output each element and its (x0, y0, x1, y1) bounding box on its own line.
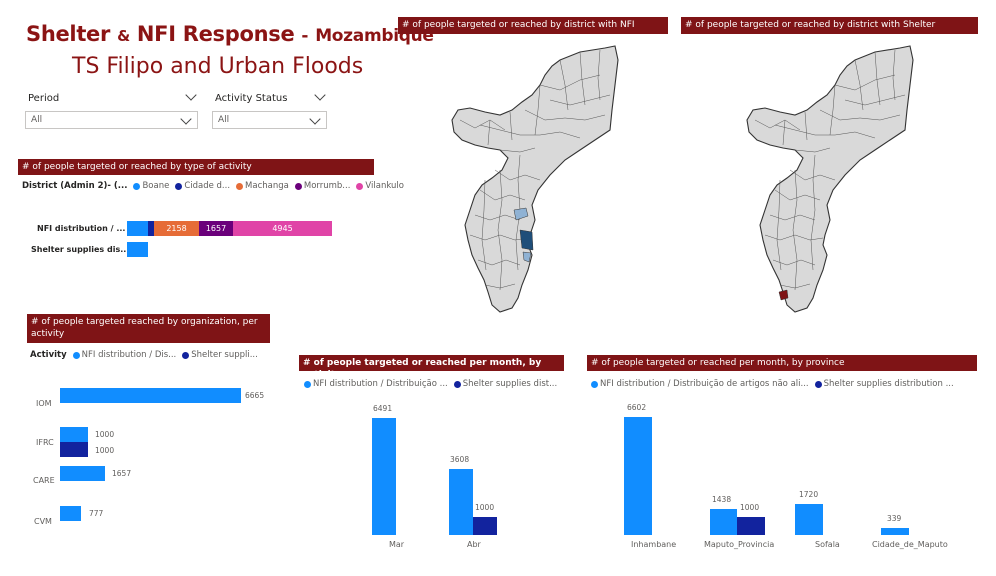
province-panel-header: # of people targeted or reached per mont… (587, 355, 977, 371)
org-panel-header: # of people targeted reached by organiza… (27, 314, 270, 343)
period-selected-value: All (31, 115, 43, 125)
district-legend: District (Admin 2)- (... Boane Cidade d.… (22, 181, 404, 191)
org-label-care: CARE (33, 476, 55, 485)
map-nfi-panel-header: # of people targeted or reached by distr… (398, 17, 668, 34)
province-legend: NFI distribution / Distribuição de artig… (591, 379, 954, 389)
status-slicer-dropdown[interactable]: All (212, 111, 327, 129)
district-borders (459, 49, 611, 291)
bar-label-maputo-provincia-nfi: 1438 (712, 495, 732, 504)
bar-nfi-machanga[interactable]: 2158 (154, 221, 199, 236)
period-collapse-chevron-icon[interactable] (185, 89, 197, 101)
bar-label-morrumbala: 1657 (205, 224, 227, 233)
status-collapse-chevron-icon[interactable] (314, 89, 326, 101)
bar-maputo-provincia-nfi[interactable] (710, 509, 737, 535)
bar-care-nfi[interactable] (60, 466, 105, 481)
mozambique-outline (746, 45, 914, 313)
bar-label-iom-nfi: 6665 (245, 391, 265, 400)
legend-item-nfi[interactable]: NFI distribution / Dis... (72, 350, 176, 360)
bar-nfi-vilankulo[interactable]: 4945 (233, 221, 332, 236)
period-slicer-dropdown[interactable]: All (25, 111, 198, 129)
district-highlight-vilankulo (519, 229, 534, 251)
org-label-ifrc: IFRC (36, 438, 54, 447)
org-label-cvm: CVM (34, 517, 52, 526)
bar-label-ifrc-shelter: 1000 (95, 446, 115, 455)
bar-mar-nfi[interactable] (372, 418, 396, 535)
x-label-sofala: Sofala (815, 540, 840, 549)
legend-item-shelter[interactable]: Shelter suppli... (182, 350, 258, 360)
status-slicer-label: Activity Status (215, 93, 288, 104)
period-slicer-label: Period (28, 93, 60, 104)
mozambique-outline (451, 45, 619, 313)
bar-label-vilankulo: 4945 (272, 224, 293, 233)
x-label-inhambane: Inhambane (631, 540, 677, 549)
category-label-nfi: NFI distribution / ... (37, 224, 126, 233)
bar-nfi-cidade[interactable] (148, 221, 154, 236)
month-panel-header: # of people targeted or reached per mont… (299, 355, 564, 380)
month-legend: NFI distribution / Distribuição ... Shel… (304, 379, 557, 389)
org-legend-title: Activity (30, 350, 67, 360)
legend-item-shelter[interactable]: Shelter supplies distribution ... (814, 379, 954, 389)
bar-maputo-provincia-shelter[interactable] (737, 517, 765, 535)
bar-label-cvm-nfi: 777 (89, 509, 104, 518)
bar-sofala-nfi[interactable] (795, 504, 823, 535)
org-activity-legend: Activity NFI distribution / Dis... Shelt… (30, 350, 258, 360)
title-separator: - (301, 26, 309, 46)
title-ampersand: & (117, 27, 130, 45)
dashboard-subtitle: TS Filipo and Urban Floods (72, 54, 364, 79)
map-nfi[interactable] (440, 40, 660, 315)
chevron-down-icon (180, 113, 192, 125)
category-label-shelter: Shelter supplies dis... (31, 245, 130, 254)
bar-cvm-nfi[interactable] (60, 506, 81, 521)
org-label-iom: IOM (36, 399, 52, 408)
district-borders (754, 49, 906, 291)
legend-item-machanga[interactable]: Machanga (236, 181, 289, 191)
bar-abr-nfi[interactable] (449, 469, 473, 535)
map-shelter-panel-header: # of people targeted or reached by distr… (681, 17, 978, 34)
bar-label-abr-shelter: 1000 (475, 503, 495, 512)
bar-label-maputo-provincia-shelter: 1000 (740, 503, 760, 512)
legend-item-vilankulo[interactable]: Vilankulo (356, 181, 404, 191)
bar-label-ifrc-nfi: 1000 (95, 430, 115, 439)
legend-item-cidade[interactable]: Cidade d... (175, 181, 230, 191)
bar-cidade-de-maputo-nfi[interactable] (881, 528, 909, 535)
legend-item-nfi[interactable]: NFI distribution / Distribuição de artig… (591, 379, 809, 389)
district-legend-title: District (Admin 2)- (... (22, 181, 128, 191)
x-label-mar: Mar (389, 540, 405, 549)
title-shelter: Shelter (26, 22, 111, 46)
bar-label-mar-nfi: 6491 (373, 404, 393, 413)
legend-item-shelter[interactable]: Shelter supplies dist... (453, 379, 557, 389)
map-shelter[interactable] (735, 40, 955, 315)
title-nfi: NFI Response (136, 22, 295, 46)
legend-item-nfi[interactable]: NFI distribution / Distribuição ... (304, 379, 448, 389)
bar-inhambane-nfi[interactable] (624, 417, 652, 535)
district-highlight-machanga (513, 207, 529, 221)
district-highlight-boane (778, 289, 789, 301)
bar-label-sofala-nfi: 1720 (799, 490, 819, 499)
x-label-maputo-provincia: Maputo_Provincia (704, 540, 775, 549)
status-selected-value: All (218, 115, 230, 125)
bar-ifrc-shelter[interactable] (60, 442, 88, 457)
x-label-cidade-de-maputo: Cidade_de_Maputo (872, 540, 948, 549)
bar-abr-shelter[interactable] (473, 517, 497, 535)
bar-label-machanga: 2158 (166, 224, 187, 233)
bar-label-cidade-de-maputo-nfi: 339 (887, 514, 902, 523)
district-highlight-inhambane (522, 251, 532, 263)
x-label-abr: Abr (467, 540, 481, 549)
bar-label-inhambane-nfi: 6602 (627, 403, 647, 412)
legend-item-boane[interactable]: Boane (133, 181, 169, 191)
legend-item-morrumbala[interactable]: Morrumb... (294, 181, 350, 191)
bar-iom-nfi[interactable] (60, 388, 241, 403)
bar-nfi-boane[interactable] (127, 221, 148, 236)
dashboard-title: Shelter & NFI Response - Mozambique (26, 22, 434, 46)
bar-label-care-nfi: 1657 (112, 469, 132, 478)
bar-shelter-boane[interactable] (127, 242, 148, 257)
bar-label-abr-nfi: 3608 (450, 455, 470, 464)
bar-nfi-morrumbala[interactable]: 1657 (199, 221, 233, 236)
activity-type-panel-header: # of people targeted or reached by type … (18, 159, 374, 175)
bar-ifrc-nfi[interactable] (60, 427, 88, 442)
chevron-down-icon (309, 113, 321, 125)
